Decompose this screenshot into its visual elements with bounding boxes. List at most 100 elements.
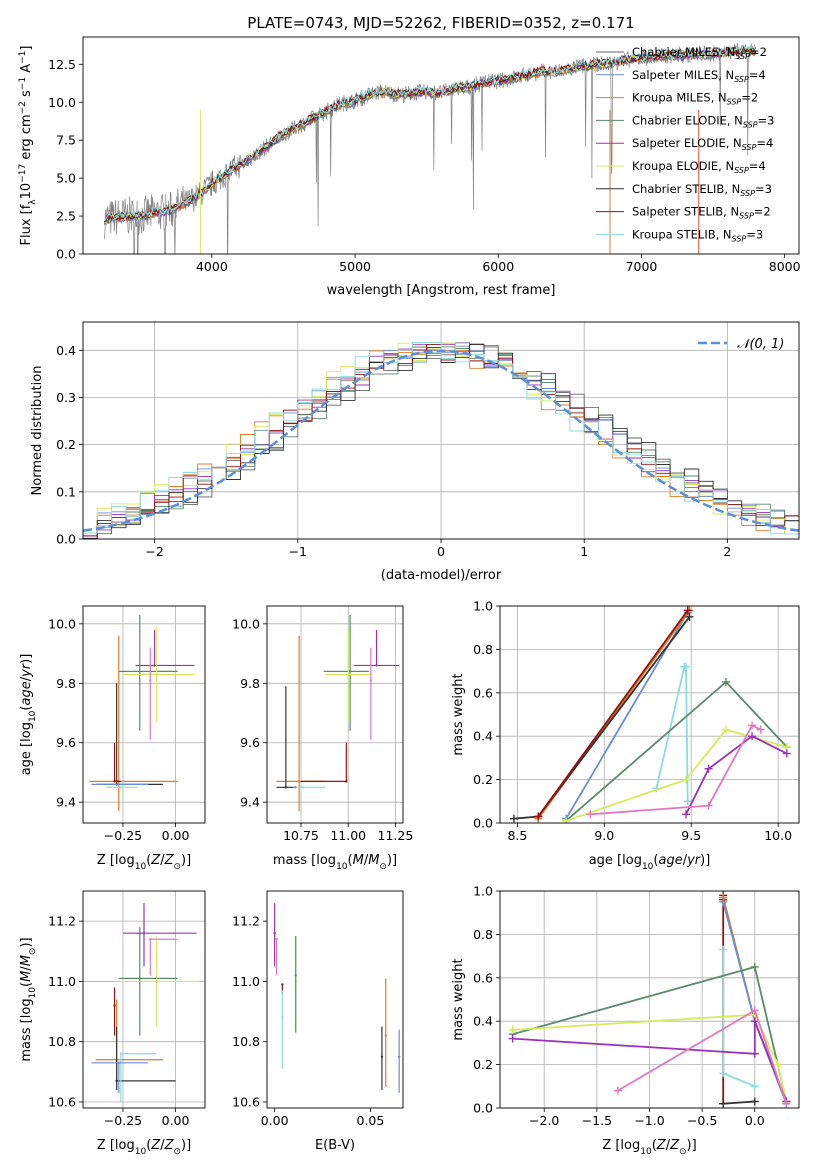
spectrum-plot-area bbox=[104, 42, 757, 254]
series-marker bbox=[704, 764, 713, 773]
axes-frame bbox=[82, 890, 206, 1109]
series-marker bbox=[508, 1034, 517, 1043]
data-point bbox=[348, 670, 352, 673]
data-point bbox=[397, 1055, 401, 1058]
x-tick-label: 4000 bbox=[196, 259, 228, 274]
legend-entry: Chabrier STELIB, NSSP=3 bbox=[632, 182, 772, 198]
axes-frame bbox=[499, 890, 800, 1109]
series-marker bbox=[719, 1099, 728, 1108]
legend-entry: Salpeter MILES, NSSP=4 bbox=[632, 68, 766, 84]
data-point bbox=[384, 1034, 387, 1037]
x-tick-label: 0.00 bbox=[261, 1113, 289, 1128]
series-marker bbox=[534, 812, 543, 821]
y-tick-label: 9.6 bbox=[240, 735, 260, 750]
y-tick-label: 0.6 bbox=[473, 970, 493, 985]
y-tick-label: 9.8 bbox=[240, 676, 260, 691]
y-tick-label: 0.8 bbox=[473, 642, 493, 657]
legend-entry: Chabrier MILES, NSSP=2 bbox=[632, 45, 767, 61]
legend-entry: Kroupa MILES, NSSP=2 bbox=[632, 91, 758, 107]
data-point bbox=[115, 1079, 118, 1083]
data-point bbox=[149, 938, 152, 941]
mass-vs-ebv-panel: 0.00 0.05 10.6 10.8 11.0 11.2 E(B-V) bbox=[232, 890, 404, 1153]
series-marker bbox=[782, 749, 791, 758]
data-point bbox=[138, 670, 141, 673]
data-point bbox=[275, 938, 278, 941]
series-line-6 bbox=[512, 1013, 788, 1102]
spectrum-panel: 4000 5000 6000 7000 8000 0.0 2.5 5.0 7.5 10.0 12.5… bbox=[18, 14, 801, 298]
series-marker bbox=[721, 725, 730, 734]
series-marker bbox=[750, 1097, 759, 1106]
y-tick-label: 11.0 bbox=[232, 974, 260, 989]
massweight-vs-age-panel: 8.5 9.0 9.5 10.0 0.0 0.2 0.4 0.6 0.8 1.0 age [log1… bbox=[451, 599, 800, 872]
y-tick-label: 0.2 bbox=[473, 772, 493, 787]
data-point bbox=[281, 1016, 284, 1019]
series-marker bbox=[756, 725, 765, 734]
lines-area bbox=[508, 891, 791, 1108]
legend-entry: Chabrier ELODIE, NSSP=3 bbox=[632, 113, 774, 129]
y-tick-label: 0.6 bbox=[473, 685, 493, 700]
y-tick-label: 0.0 bbox=[56, 247, 76, 262]
y-tick-label: 10.6 bbox=[232, 1094, 260, 1109]
x-tick-label: 10.75 bbox=[283, 828, 319, 843]
lines-area bbox=[509, 606, 791, 823]
data-point bbox=[113, 1004, 116, 1007]
data-point bbox=[294, 786, 297, 789]
series-marker bbox=[508, 1025, 517, 1034]
x-tick-label: −0.25 bbox=[104, 828, 142, 843]
x-tick-label: 10.0 bbox=[764, 828, 792, 843]
y-tick-label: 0.8 bbox=[473, 927, 493, 942]
data-point bbox=[284, 786, 288, 789]
y-tick-label: 1.0 bbox=[473, 599, 493, 614]
y-tick-label: 11.2 bbox=[232, 914, 260, 929]
data-point bbox=[347, 673, 350, 676]
data-point bbox=[345, 780, 348, 783]
y-tick-label: 0.4 bbox=[473, 729, 493, 744]
series-marker bbox=[773, 1060, 782, 1069]
axes-frame bbox=[266, 890, 404, 1109]
x-tick-label: −0.5 bbox=[687, 1113, 717, 1128]
data-point bbox=[155, 980, 158, 983]
x-tick-label: 0.0 bbox=[745, 1113, 765, 1128]
x-tick-label: 8000 bbox=[769, 259, 801, 274]
points-area bbox=[276, 614, 400, 812]
x-tick-label: 5000 bbox=[339, 259, 371, 274]
y-tick-label: 0.0 bbox=[56, 532, 76, 547]
series-line-7 bbox=[685, 735, 788, 815]
legend-entry: Kroupa STELIB, NSSP=3 bbox=[632, 227, 763, 243]
series-marker bbox=[748, 721, 757, 730]
series-marker bbox=[719, 897, 728, 906]
x-tick-label: 11.00 bbox=[330, 828, 366, 843]
y-axis-label: Normed distribution bbox=[30, 366, 45, 496]
data-point bbox=[301, 786, 305, 789]
x-axis-label: mass [log10(M/M⊙)] bbox=[273, 853, 397, 872]
data-point bbox=[369, 679, 373, 682]
age-vs-metallicity-panel: −0.25 0.00 9.4 9.6 9.8 10.0 Z [log10(Z/Z⊙)] age… bbox=[19, 605, 206, 872]
series-marker bbox=[782, 1099, 791, 1108]
y-tick-label: 0.4 bbox=[473, 1014, 493, 1029]
series-marker bbox=[613, 1086, 622, 1095]
series-line-3 bbox=[723, 1100, 755, 1105]
x-tick-label: 11.25 bbox=[378, 828, 414, 843]
data-point bbox=[119, 1052, 123, 1055]
y-tick-label: 5.0 bbox=[56, 171, 76, 186]
y-tick-label: 10.0 bbox=[232, 616, 260, 631]
y-tick-label: 9.4 bbox=[240, 795, 260, 810]
x-axis-label: wavelength [Angstrom, rest frame] bbox=[327, 283, 556, 298]
y-axis-label: age [log10(age/yr)] bbox=[19, 654, 38, 776]
y-tick-label: 11.0 bbox=[48, 974, 76, 989]
y-tick-label: 0.3 bbox=[56, 390, 76, 405]
legend-entry: 𝒩(0, 1) bbox=[737, 337, 784, 352]
y-tick-label: 2.5 bbox=[56, 209, 76, 224]
y-tick-label: 10.0 bbox=[48, 95, 76, 110]
series-marker bbox=[562, 816, 571, 823]
massweight-vs-metallicity-panel: −2.0 −1.5 −1.0 −0.5 0.0 0.0 0.2 0.4 0.6 0.8 1.0 Z [… bbox=[451, 884, 800, 1157]
x-tick-label: −2 bbox=[145, 544, 163, 559]
data-point bbox=[119, 786, 123, 789]
y-axis-label: Flux [fλ10−17 erg cm−2 s−1 A−1] bbox=[18, 46, 38, 246]
data-point bbox=[281, 983, 284, 986]
x-tick-label: 1 bbox=[580, 544, 588, 559]
series-line-7 bbox=[512, 1020, 788, 1102]
points-area bbox=[273, 903, 401, 1093]
chart-title: PLATE=0743, MJD=52262, FIBERID=0352, z=0… bbox=[247, 14, 634, 32]
